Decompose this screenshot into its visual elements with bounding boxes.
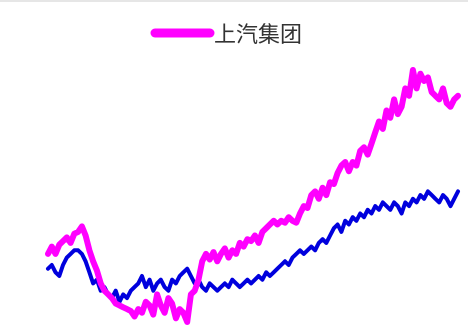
plot-area: [45, 67, 461, 325]
legend: 上汽集团: [150, 23, 302, 48]
top-border: [0, 0, 468, 2]
series-line-benchmark: [46, 189, 460, 304]
series-line-shangqi: [45, 67, 461, 325]
legend-label: 上汽集团: [214, 23, 302, 48]
